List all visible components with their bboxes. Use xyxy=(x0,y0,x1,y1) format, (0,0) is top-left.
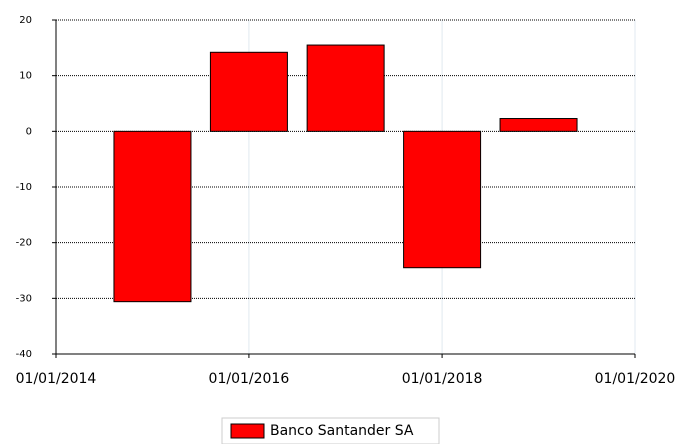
x-tick-label: 01/01/2016 xyxy=(209,371,290,387)
y-tick-label: -40 xyxy=(16,349,32,360)
y-tick-label: -30 xyxy=(16,293,32,304)
x-tick-label: 01/01/2014 xyxy=(16,371,97,387)
y-tick-label: 20 xyxy=(19,15,32,26)
legend-label: Banco Santander SA xyxy=(270,423,414,439)
bar xyxy=(306,44,385,132)
y-tick-label: -20 xyxy=(16,238,32,249)
legend-swatch xyxy=(230,423,265,439)
legend-box xyxy=(221,417,440,444)
x-tick-label: 01/01/2018 xyxy=(402,371,483,387)
y-tick-label: 10 xyxy=(19,71,32,82)
x-tick-label: 01/01/2020 xyxy=(595,371,676,387)
y-tick-label: 0 xyxy=(26,126,32,137)
bar xyxy=(209,51,288,132)
bar xyxy=(113,130,192,303)
y-tick-label: -10 xyxy=(16,182,32,193)
bar xyxy=(403,130,482,269)
bar xyxy=(499,118,578,132)
